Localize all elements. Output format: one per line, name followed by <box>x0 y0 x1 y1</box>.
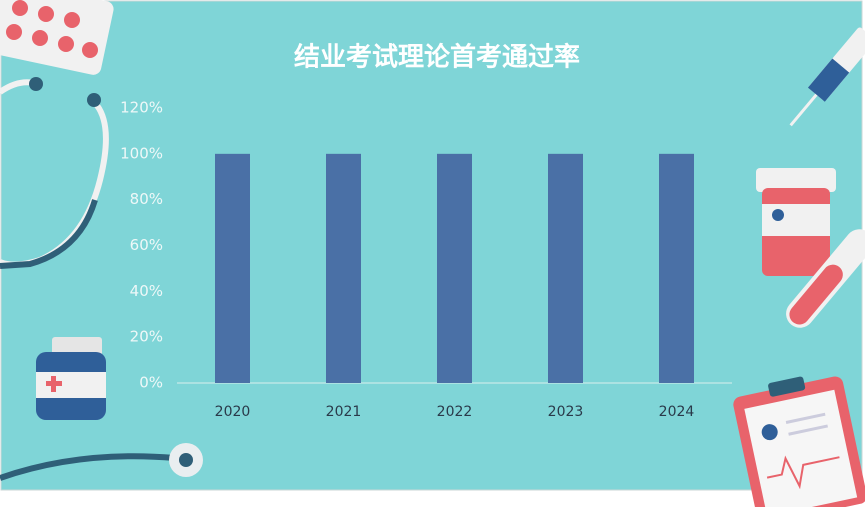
syringe <box>789 27 865 127</box>
bar <box>215 153 250 383</box>
y-tick-label: 0% <box>139 374 163 392</box>
bar <box>437 153 472 383</box>
bar <box>326 153 361 383</box>
pill-bottle <box>756 168 836 276</box>
x-tick-label: 2022 <box>437 404 473 420</box>
x-tick-label: 2020 <box>215 404 251 420</box>
chart-title: 结业考试理论首考通过率 <box>294 42 580 73</box>
y-tick-label: 100% <box>120 144 163 162</box>
bar <box>659 153 694 383</box>
y-tick-label: 80% <box>130 190 163 208</box>
medicine-bottle <box>36 337 106 420</box>
x-tick-label: 2023 <box>548 404 584 420</box>
test-tube <box>786 229 865 328</box>
y-tick-label: 120% <box>120 99 163 117</box>
bar <box>548 153 583 383</box>
pill-pack <box>0 0 114 75</box>
y-tick-label: 60% <box>130 236 163 254</box>
x-tick-label: 2021 <box>326 404 362 420</box>
y-tick-label: 20% <box>130 328 163 346</box>
clipboard <box>733 376 865 511</box>
y-tick-label: 40% <box>130 282 163 300</box>
background <box>0 0 863 491</box>
x-tick-label: 2024 <box>659 404 695 420</box>
stethoscope <box>0 77 203 481</box>
